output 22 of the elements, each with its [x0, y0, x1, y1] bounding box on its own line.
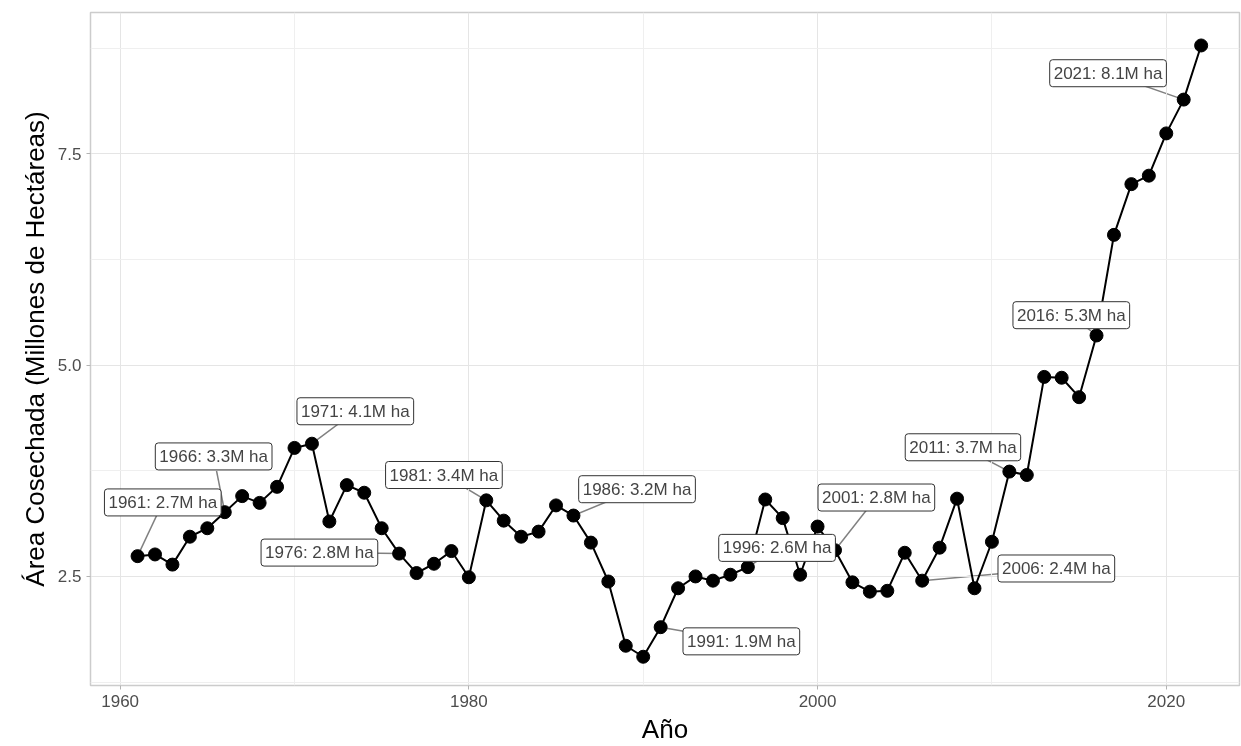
- x-tick-label: 2020: [1147, 691, 1186, 711]
- annotation: 1971: 4.1M ha: [300, 401, 411, 421]
- annotation: 2016: 5.3M ha: [1016, 305, 1127, 325]
- y-tick-label: 2.5: [57, 567, 82, 587]
- annotation: 1981: 3.4M ha: [389, 465, 499, 485]
- annotation: 2001: 2.8M ha: [822, 488, 932, 508]
- y-axis-title: Área Cosechada (Millones de Hectáreas): [19, 111, 50, 587]
- annotation: 1966: 3.3M ha: [159, 446, 269, 466]
- annotation: 1961: 2.7M ha: [108, 492, 218, 512]
- y-tick-label: 5.0: [57, 356, 82, 376]
- annotation: 1996: 2.6M ha: [722, 538, 832, 558]
- annotation: 1986: 3.2M ha: [582, 479, 692, 499]
- x-axis-title: Año: [641, 713, 689, 744]
- annotation: 1991: 1.9M ha: [687, 631, 797, 651]
- annotation: 1976: 2.8M ha: [265, 543, 375, 563]
- annotation: 2011: 3.7M ha: [909, 437, 1018, 457]
- annotation: 2006: 2.4M ha: [1002, 559, 1112, 578]
- x-tick-label: 1960: [101, 691, 140, 711]
- x-tick-label: 2000: [798, 691, 837, 711]
- x-tick-label: 1980: [449, 691, 488, 711]
- annotation: 2021: 8.1M ha: [1053, 63, 1163, 83]
- y-tick-label: 7.5: [57, 144, 82, 164]
